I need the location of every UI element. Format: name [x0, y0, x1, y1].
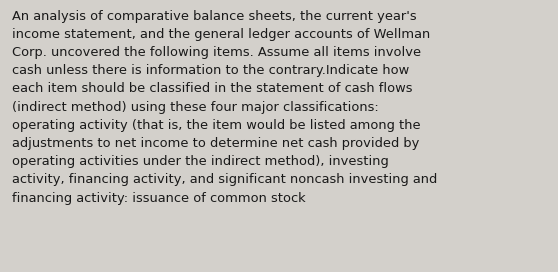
Text: An analysis of comparative balance sheets, the current year's
income statement, : An analysis of comparative balance sheet… — [12, 10, 437, 205]
